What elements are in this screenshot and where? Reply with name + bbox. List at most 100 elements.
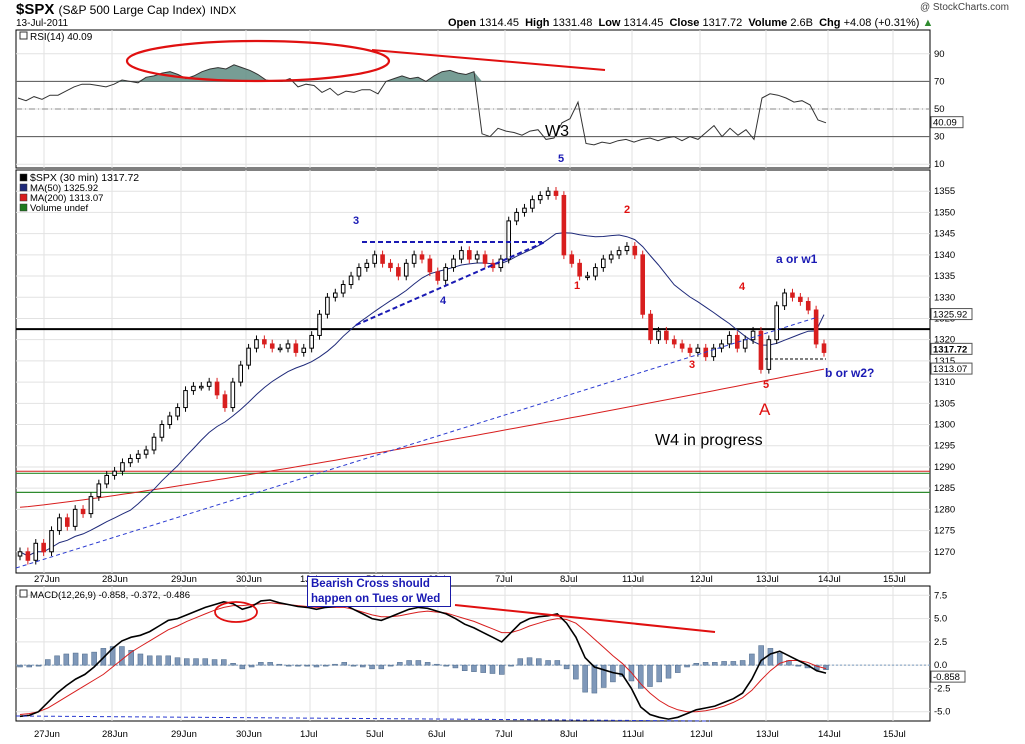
macd-dashed-line bbox=[15, 715, 711, 722]
macd-histogram-bar bbox=[684, 664, 690, 668]
candle-body bbox=[25, 551, 31, 561]
macd-histogram-bar bbox=[758, 645, 764, 666]
candle-body bbox=[41, 542, 46, 553]
candle-body bbox=[537, 194, 543, 201]
candle-body bbox=[577, 262, 582, 277]
macd-histogram-bar bbox=[350, 664, 357, 667]
macd-tick-label: -2.5 bbox=[934, 683, 950, 694]
candle-body bbox=[332, 292, 338, 298]
macd-histogram-bar bbox=[600, 664, 607, 688]
candle-body bbox=[593, 267, 598, 277]
candle-body bbox=[340, 284, 346, 294]
price-tick-label: 1345 bbox=[934, 229, 955, 240]
candle-body bbox=[608, 254, 614, 260]
x-tick-label: 7Jul bbox=[495, 729, 512, 740]
macd-histogram-bar bbox=[304, 664, 310, 667]
wave-label: 5 bbox=[558, 153, 564, 165]
x-tick-label: 27Jun bbox=[34, 729, 60, 740]
macd-histogram-bar bbox=[119, 646, 125, 666]
candle-body bbox=[585, 275, 590, 279]
macd-histogram-bar bbox=[285, 664, 292, 667]
chart-date: 13-Jul-2011 bbox=[16, 18, 69, 29]
rsi-value-box bbox=[930, 116, 964, 129]
candle-body bbox=[17, 551, 23, 557]
x-tick-label: 7Jul bbox=[495, 574, 512, 585]
macd-histogram-bar bbox=[498, 664, 505, 675]
macd-histogram-bar bbox=[156, 655, 162, 666]
rsi-tick-label: 10 bbox=[934, 159, 945, 170]
price-tick-label: 1340 bbox=[934, 250, 955, 261]
legend-label: $SPX (30 min) 1317.72 bbox=[30, 172, 139, 184]
macd-histogram-bar bbox=[174, 657, 181, 666]
price-tick-label: 1300 bbox=[934, 420, 955, 431]
candle-body bbox=[246, 347, 251, 366]
candle-body bbox=[569, 254, 575, 264]
candle-body bbox=[514, 211, 519, 222]
legend-swatch bbox=[19, 193, 28, 202]
macd-histogram-bar bbox=[165, 655, 171, 666]
x-tick-label: 8Jul bbox=[560, 574, 577, 585]
macd-histogram-bar bbox=[517, 658, 524, 666]
rsi-highlight-ellipse bbox=[125, 39, 391, 83]
candle-body bbox=[222, 394, 228, 409]
price-tick-label: 1275 bbox=[934, 526, 955, 537]
x-tick-label: 13Jul bbox=[756, 729, 779, 740]
long-trendline bbox=[15, 316, 819, 569]
macd-histogram-bar bbox=[582, 664, 588, 693]
candle-body bbox=[624, 245, 630, 252]
candle-body bbox=[459, 250, 464, 260]
wave-label: 3 bbox=[353, 215, 359, 227]
macd-histogram-bar bbox=[378, 664, 385, 670]
candle-body bbox=[175, 407, 180, 417]
candle-body bbox=[451, 258, 456, 269]
candle-body bbox=[206, 381, 212, 387]
macd-histogram-bar bbox=[461, 664, 468, 671]
candle-body bbox=[561, 194, 567, 256]
candle-body bbox=[758, 330, 764, 370]
wave-label: 3 bbox=[689, 359, 695, 371]
macd-histogram-bar bbox=[295, 664, 301, 667]
macd-histogram-bar bbox=[276, 663, 283, 666]
rsi-tick-label: 90 bbox=[934, 49, 945, 60]
macd-histogram-bar bbox=[452, 664, 459, 669]
macd-histogram-bar bbox=[26, 664, 33, 668]
macd-histogram-bar bbox=[536, 658, 542, 666]
wave-label: 4 bbox=[440, 295, 447, 307]
macd-line bbox=[19, 599, 827, 720]
ma200-value-label: 1313.07 bbox=[933, 364, 967, 375]
candle-body bbox=[616, 250, 622, 256]
candle-body bbox=[648, 313, 653, 341]
macd-histogram-bar bbox=[415, 660, 422, 666]
rsi-line bbox=[17, 64, 827, 146]
macd-histogram-bar bbox=[341, 662, 348, 666]
candle-body bbox=[711, 347, 716, 358]
macd-histogram-bar bbox=[72, 652, 79, 666]
candle-body bbox=[88, 496, 94, 515]
macd-histogram-bar bbox=[322, 664, 329, 667]
macd-histogram-bar bbox=[489, 664, 496, 674]
candle-body bbox=[632, 245, 638, 256]
watermark: @ StockCharts.com bbox=[919, 2, 1009, 13]
candle-body bbox=[427, 258, 433, 273]
candle-body bbox=[664, 330, 669, 341]
price-tick-label: 1350 bbox=[934, 207, 955, 218]
x-tick-label: 12Jul bbox=[690, 729, 713, 740]
candle-body bbox=[782, 292, 787, 307]
macd-histogram-bar bbox=[637, 664, 644, 689]
macd-histogram-bar bbox=[128, 649, 134, 666]
candle-body bbox=[742, 339, 748, 349]
macd-histogram-bar bbox=[137, 653, 144, 666]
price-tick-label: 1330 bbox=[934, 292, 955, 303]
candle-body bbox=[277, 347, 283, 351]
x-tick-label: 8Jul bbox=[560, 729, 577, 740]
candle-body bbox=[301, 347, 307, 353]
macd-histogram-bar bbox=[258, 662, 264, 666]
macd-histogram-bar bbox=[239, 664, 246, 670]
x-tick-label: 15Jul bbox=[883, 574, 906, 585]
candle-body bbox=[435, 271, 441, 281]
wave-label: 4 bbox=[739, 281, 746, 293]
candle-body bbox=[159, 424, 165, 438]
legend-label: Volume undef bbox=[30, 203, 88, 214]
macd-histogram-bar bbox=[434, 663, 440, 666]
